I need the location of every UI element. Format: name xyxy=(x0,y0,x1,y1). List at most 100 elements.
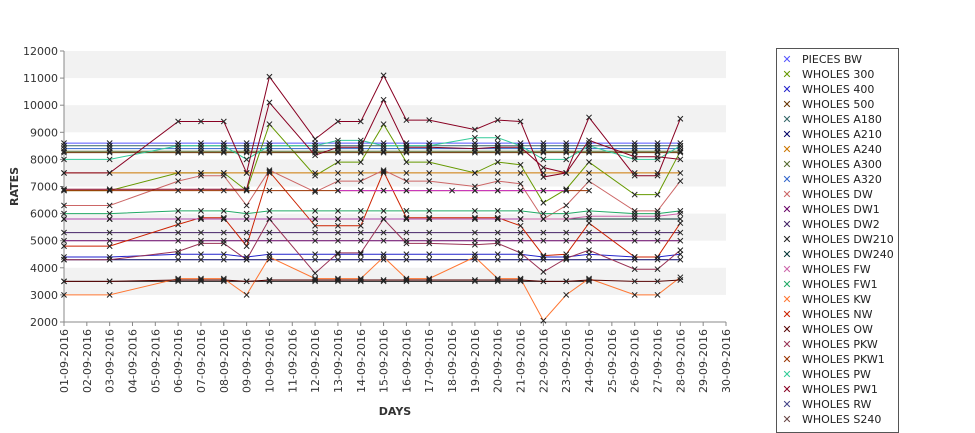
data-point xyxy=(334,142,341,149)
x-tick-label: 10-09-2016 xyxy=(263,329,276,393)
legend-label: WHOLES A320 xyxy=(802,173,882,186)
x-tick-label: 13-09-2016 xyxy=(332,329,345,393)
data-point xyxy=(654,207,661,214)
data-point xyxy=(563,140,570,147)
legend-marker-icon: ✕ xyxy=(782,413,792,426)
x-tick-label: 19-09-2016 xyxy=(469,329,482,393)
data-point xyxy=(243,140,250,147)
x-tick-label: 24-09-2016 xyxy=(583,329,596,393)
x-tick-label: 05-09-2016 xyxy=(149,329,162,393)
y-tick-label: 6000 xyxy=(30,208,58,221)
legend-label: WHOLES 400 xyxy=(802,83,875,96)
data-point xyxy=(106,254,113,260)
data-point xyxy=(654,213,661,220)
data-point xyxy=(631,229,638,236)
legend-marker-icon: ✕ xyxy=(782,353,792,366)
data-point xyxy=(175,229,182,236)
data-point xyxy=(517,278,524,285)
data-point xyxy=(357,277,364,283)
legend-item: ✕ WHOLES FW xyxy=(777,262,898,277)
data-point xyxy=(517,249,524,256)
data-point xyxy=(563,145,570,152)
legend-label: WHOLES KW xyxy=(802,293,872,306)
data-point xyxy=(61,256,67,263)
data-point xyxy=(517,277,524,283)
legend-marker-icon: ✕ xyxy=(782,158,792,171)
data-point xyxy=(106,145,113,152)
x-tick-label: 30-09-2016 xyxy=(720,329,733,393)
data-point xyxy=(334,277,341,283)
legend-label: WHOLES FW xyxy=(802,263,871,276)
data-point xyxy=(403,159,410,166)
data-point xyxy=(243,256,250,263)
data-point xyxy=(61,210,67,217)
data-point xyxy=(266,277,273,283)
legend-item: ✕ WHOLES 400 xyxy=(777,82,898,97)
data-point xyxy=(198,172,204,179)
data-point xyxy=(243,243,250,250)
data-point xyxy=(357,249,364,256)
data-point xyxy=(563,169,570,176)
data-point xyxy=(494,145,501,152)
data-point xyxy=(471,169,478,176)
data-point xyxy=(563,142,570,149)
data-point xyxy=(563,254,570,260)
y-tick-label: 11000 xyxy=(23,72,58,85)
data-point xyxy=(471,142,478,149)
legend-item: ✕ WHOLES KW xyxy=(777,292,898,307)
legend-item: ✕ WHOLES A180 xyxy=(777,112,898,127)
data-point xyxy=(380,148,387,155)
data-point xyxy=(106,229,113,236)
data-point xyxy=(403,229,410,236)
data-point xyxy=(677,220,684,227)
data-point xyxy=(426,178,433,185)
data-point xyxy=(334,229,341,236)
data-point xyxy=(198,229,204,236)
data-point xyxy=(266,145,273,152)
data-point xyxy=(266,169,273,176)
data-point xyxy=(471,251,478,258)
data-point xyxy=(198,237,204,244)
data-point xyxy=(380,256,387,263)
data-point xyxy=(471,241,478,248)
data-point xyxy=(403,277,410,283)
data-point xyxy=(426,277,433,283)
data-point xyxy=(61,186,67,193)
legend-item: ✕ WHOLES S240 xyxy=(777,412,898,427)
data-point xyxy=(198,277,204,283)
legend-label: PIECES BW xyxy=(802,53,862,66)
data-point xyxy=(266,140,273,147)
data-point xyxy=(563,210,570,217)
x-tick-label: 09-09-2016 xyxy=(241,329,254,393)
data-point xyxy=(403,207,410,214)
data-point xyxy=(517,237,524,244)
data-point xyxy=(334,187,341,194)
data-point xyxy=(334,159,341,166)
x-tick-label: 12-09-2016 xyxy=(309,329,322,393)
data-point xyxy=(494,275,501,282)
legend-item: ✕ WHOLES PKW1 xyxy=(777,352,898,367)
data-point xyxy=(426,142,433,149)
data-point xyxy=(380,229,387,236)
data-point xyxy=(266,278,273,285)
data-point xyxy=(654,216,661,222)
data-point xyxy=(563,148,570,155)
data-point xyxy=(220,187,227,194)
data-point xyxy=(677,148,684,155)
data-point xyxy=(494,256,501,263)
data-point xyxy=(243,145,250,152)
y-tick-label: 2000 xyxy=(30,316,58,329)
legend-item: ✕ WHOLES A300 xyxy=(777,157,898,172)
data-point xyxy=(586,247,592,254)
data-point xyxy=(426,207,433,214)
data-point xyxy=(106,291,113,298)
x-tick-label: 20-09-2016 xyxy=(492,329,505,393)
legend-item: ✕ WHOLES OW xyxy=(777,322,898,337)
legend-label: WHOLES PW1 xyxy=(802,383,878,396)
data-point xyxy=(517,145,524,152)
data-point xyxy=(494,229,501,236)
data-point xyxy=(334,169,341,176)
legend-label: WHOLES A210 xyxy=(802,128,882,141)
data-point xyxy=(494,144,501,151)
data-point xyxy=(586,277,592,283)
